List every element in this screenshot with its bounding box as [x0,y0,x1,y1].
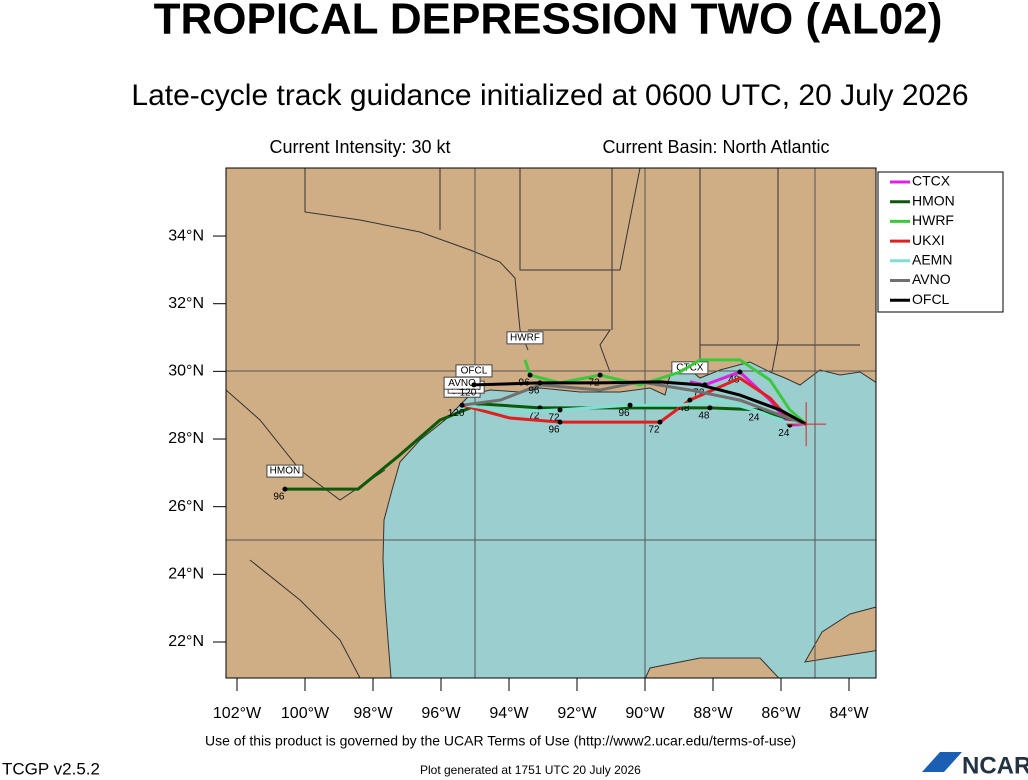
legend-label: AEMN [912,252,952,268]
legend-label: AVNO [912,271,951,287]
borders [226,168,860,678]
lat-tick-label: 22°N [168,633,204,650]
hour-label: 48 [698,411,710,422]
basin: Current Basin: North Atlantic [602,137,829,157]
lon-tick-label: 86°W [761,705,801,722]
hour-label: 72 [648,425,660,436]
hour-label: 120 [460,388,477,399]
track-point [282,486,288,492]
lat-tick-label: 24°N [168,566,204,583]
version: TCGP v2.5.2 [2,759,100,778]
lon-tick-label: 98°W [353,705,393,722]
legend-label: HWRF [912,212,954,228]
title: TROPICAL DEPRESSION TWO (AL02) [154,0,943,44]
tracks: 244872CTCX24487296HMON7296HWRF487296UKXI… [266,331,808,503]
cuba [804,606,876,663]
track-tag-box [506,331,544,345]
logo-mark [922,752,962,772]
track-tag: HMON [270,466,301,477]
lat-tick-label: 30°N [168,363,204,380]
track-point [627,402,633,408]
track [473,380,807,426]
track-point [597,372,603,378]
track-point [737,369,743,375]
lon-tick-label: 96°W [421,705,461,722]
lon-tick-label: 90°W [625,705,665,722]
hour-label: 72 [548,413,560,424]
generated: Plot generated at 1751 UTC 20 July 2026 [420,763,641,777]
subtitle: Late-cycle track guidance initialized at… [131,79,968,112]
track-tag-box [455,364,493,378]
hour-label: 24 [748,413,760,424]
track-point [707,405,713,411]
terms: Use of this product is governed by the U… [205,733,796,749]
hour-label: 96 [618,408,630,419]
lat-tick-label: 26°N [168,498,204,515]
legend-label: CTCX [912,173,951,189]
track-tag: AVNO [448,378,476,389]
track-tag: OFCL [461,366,488,377]
track-point [687,397,693,403]
track-point [537,405,543,411]
lon-tick-label: 88°W [693,705,733,722]
hour-label: 96 [548,425,560,436]
track-point [471,382,477,388]
hour-label: 48 [678,403,690,414]
lat-tick-label: 28°N [168,430,204,447]
lat-tick-label: 34°N [168,227,204,244]
track-tag-box [266,464,304,478]
track-point [459,402,465,408]
hour-label: 120 [448,408,465,419]
track-tag: CTCX [676,362,704,373]
legend-label: HMON [912,192,955,208]
track-point [557,419,563,425]
track-point [527,372,533,378]
lon-tick-label: 84°W [829,705,869,722]
track-tag: HWRF [510,332,540,343]
legend-label: UKXI [912,232,945,248]
lon-tick-label: 92°W [557,705,597,722]
intensity: Current Intensity: 30 kt [269,137,450,157]
logo: NCAR [962,752,1028,779]
lon-tick-label: 100°W [281,705,330,722]
hour-label: 96 [273,492,285,503]
gulf-water [382,361,876,678]
hour-label: 96 [528,386,540,397]
track-point [557,407,563,413]
track [465,398,807,426]
track-point [537,380,543,386]
lon-tick-label: 94°W [489,705,529,722]
hour-label: 24 [778,428,790,439]
legend-label: OFCL [912,291,950,307]
map-frame [225,167,877,679]
hour-label: 72 [528,411,540,422]
lat-tick-label: 32°N [168,295,204,312]
lon-tick-label: 102°W [213,705,262,722]
map-area: 244872CTCX24487296HMON7296HWRF487296UKXI… [226,168,876,678]
track [523,358,808,426]
track-point [657,419,663,425]
